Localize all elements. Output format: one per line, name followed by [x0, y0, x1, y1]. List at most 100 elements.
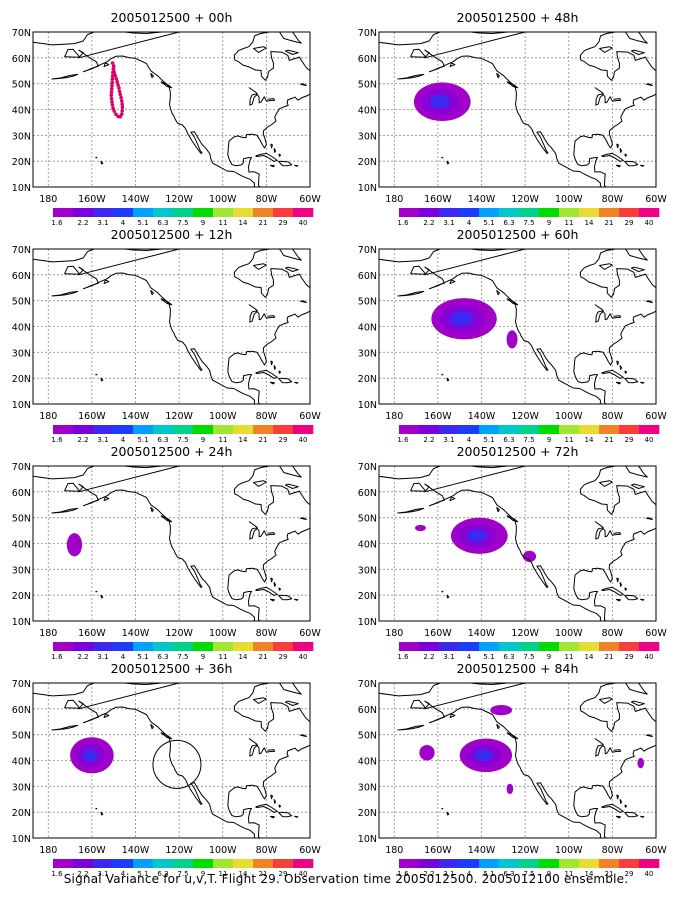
island-outline [601, 369, 624, 379]
legend-swatch [293, 208, 314, 217]
island-outline [496, 723, 500, 730]
legend-label: 4 [467, 436, 472, 444]
island-outline [441, 373, 444, 376]
lat-label: 50N [12, 731, 31, 742]
lon-label: 160W [78, 194, 106, 205]
coastline [233, 249, 310, 298]
island-outline [51, 73, 79, 80]
island-outline [599, 46, 613, 53]
legend-swatch [499, 642, 520, 651]
island-outline [299, 734, 307, 738]
island-outline [255, 586, 278, 596]
island-outline [253, 697, 267, 704]
flight-track-dot [115, 80, 119, 84]
lat-label: 60N [358, 488, 377, 499]
coastline [429, 55, 601, 187]
lake-outline [594, 738, 622, 757]
flight-track-dot [111, 64, 116, 68]
island-outline [279, 466, 302, 478]
legend-swatch [53, 859, 74, 868]
legend-label: 7.5 [177, 870, 188, 878]
legend-swatch [173, 208, 194, 217]
island-outline [273, 582, 276, 587]
legend-label: 11 [565, 653, 574, 661]
legend-swatch [213, 208, 234, 217]
lat-label: 70N [12, 462, 31, 473]
flight-track-dot [112, 70, 117, 75]
legend-label: 40 [645, 653, 654, 661]
legend-swatch [293, 425, 314, 434]
lon-label: 140W [468, 411, 496, 422]
island-outline [278, 594, 293, 601]
island-outline [601, 152, 624, 162]
legend-swatch [273, 859, 294, 868]
legend-swatch [93, 425, 114, 434]
legend-label: 14 [585, 436, 594, 444]
legend-swatch [579, 859, 600, 868]
legend-label: 21 [259, 653, 268, 661]
island-outline [284, 49, 299, 55]
coastline [83, 55, 255, 187]
variance-blob-core [82, 748, 98, 762]
flight-track-dot [110, 103, 115, 107]
coastline [429, 272, 601, 404]
legend-swatch [193, 859, 214, 868]
lat-label: 20N [12, 808, 31, 819]
legend-label: 7.5 [523, 870, 534, 878]
flight-track-dot [110, 80, 114, 85]
flight-track-dot [110, 74, 115, 78]
lat-label: 30N [12, 348, 31, 359]
lat-label: 40N [358, 106, 377, 117]
island-outline [312, 297, 326, 310]
island-outline [95, 807, 98, 810]
lat-label: 70N [12, 28, 31, 39]
legend-swatch [153, 425, 174, 434]
lon-label: 140W [468, 628, 496, 639]
legend-swatch [93, 859, 114, 868]
flight-track-dot [112, 109, 116, 113]
lon-label: 100W [209, 411, 237, 422]
island-outline [625, 466, 648, 478]
lat-label: 10N [358, 834, 377, 845]
island-outline [160, 732, 173, 740]
panel-title: 2005012500 + 00h [111, 10, 233, 25]
island-outline [150, 723, 154, 730]
island-outline [284, 266, 299, 272]
lon-label: 100W [555, 194, 583, 205]
legend-swatch [639, 859, 660, 868]
flight-track-dot [109, 90, 114, 94]
legend-label: 29 [625, 870, 634, 878]
variance-blob [66, 533, 83, 557]
lon-label: 180 [39, 411, 57, 422]
island-outline [312, 80, 326, 93]
legend-label: 1.6 [51, 870, 63, 878]
legend-swatch [619, 642, 640, 651]
figure-caption: Signal Variance for u,v,T. Flight 29. Ob… [63, 872, 629, 886]
legend-swatch [93, 642, 114, 651]
island-outline [615, 381, 621, 385]
legend-label: 29 [279, 870, 288, 878]
legend-swatch [293, 859, 314, 868]
lat-label: 10N [358, 183, 377, 194]
lon-label: 80W [256, 628, 278, 639]
lon-label: 180 [385, 411, 403, 422]
lon-label: 60W [299, 628, 321, 639]
island-outline [601, 586, 624, 596]
legend-swatch [133, 859, 154, 868]
lon-label: 60W [299, 845, 321, 856]
legend-label: 6.3 [157, 436, 168, 444]
legend-swatch [559, 425, 580, 434]
legend-swatch [479, 642, 500, 651]
legend-swatch [559, 859, 580, 868]
flight-track-dot [111, 67, 116, 71]
legend-label: 14 [585, 653, 594, 661]
variance-blob [637, 757, 645, 769]
variance-blob [506, 783, 514, 795]
legend-swatch [113, 859, 134, 868]
legend-swatch [113, 425, 134, 434]
island-outline [278, 153, 282, 157]
island-outline [645, 734, 653, 738]
lat-label: 60N [358, 54, 377, 65]
legend-label: 7.5 [523, 436, 534, 444]
legend-label: 14 [239, 219, 248, 227]
